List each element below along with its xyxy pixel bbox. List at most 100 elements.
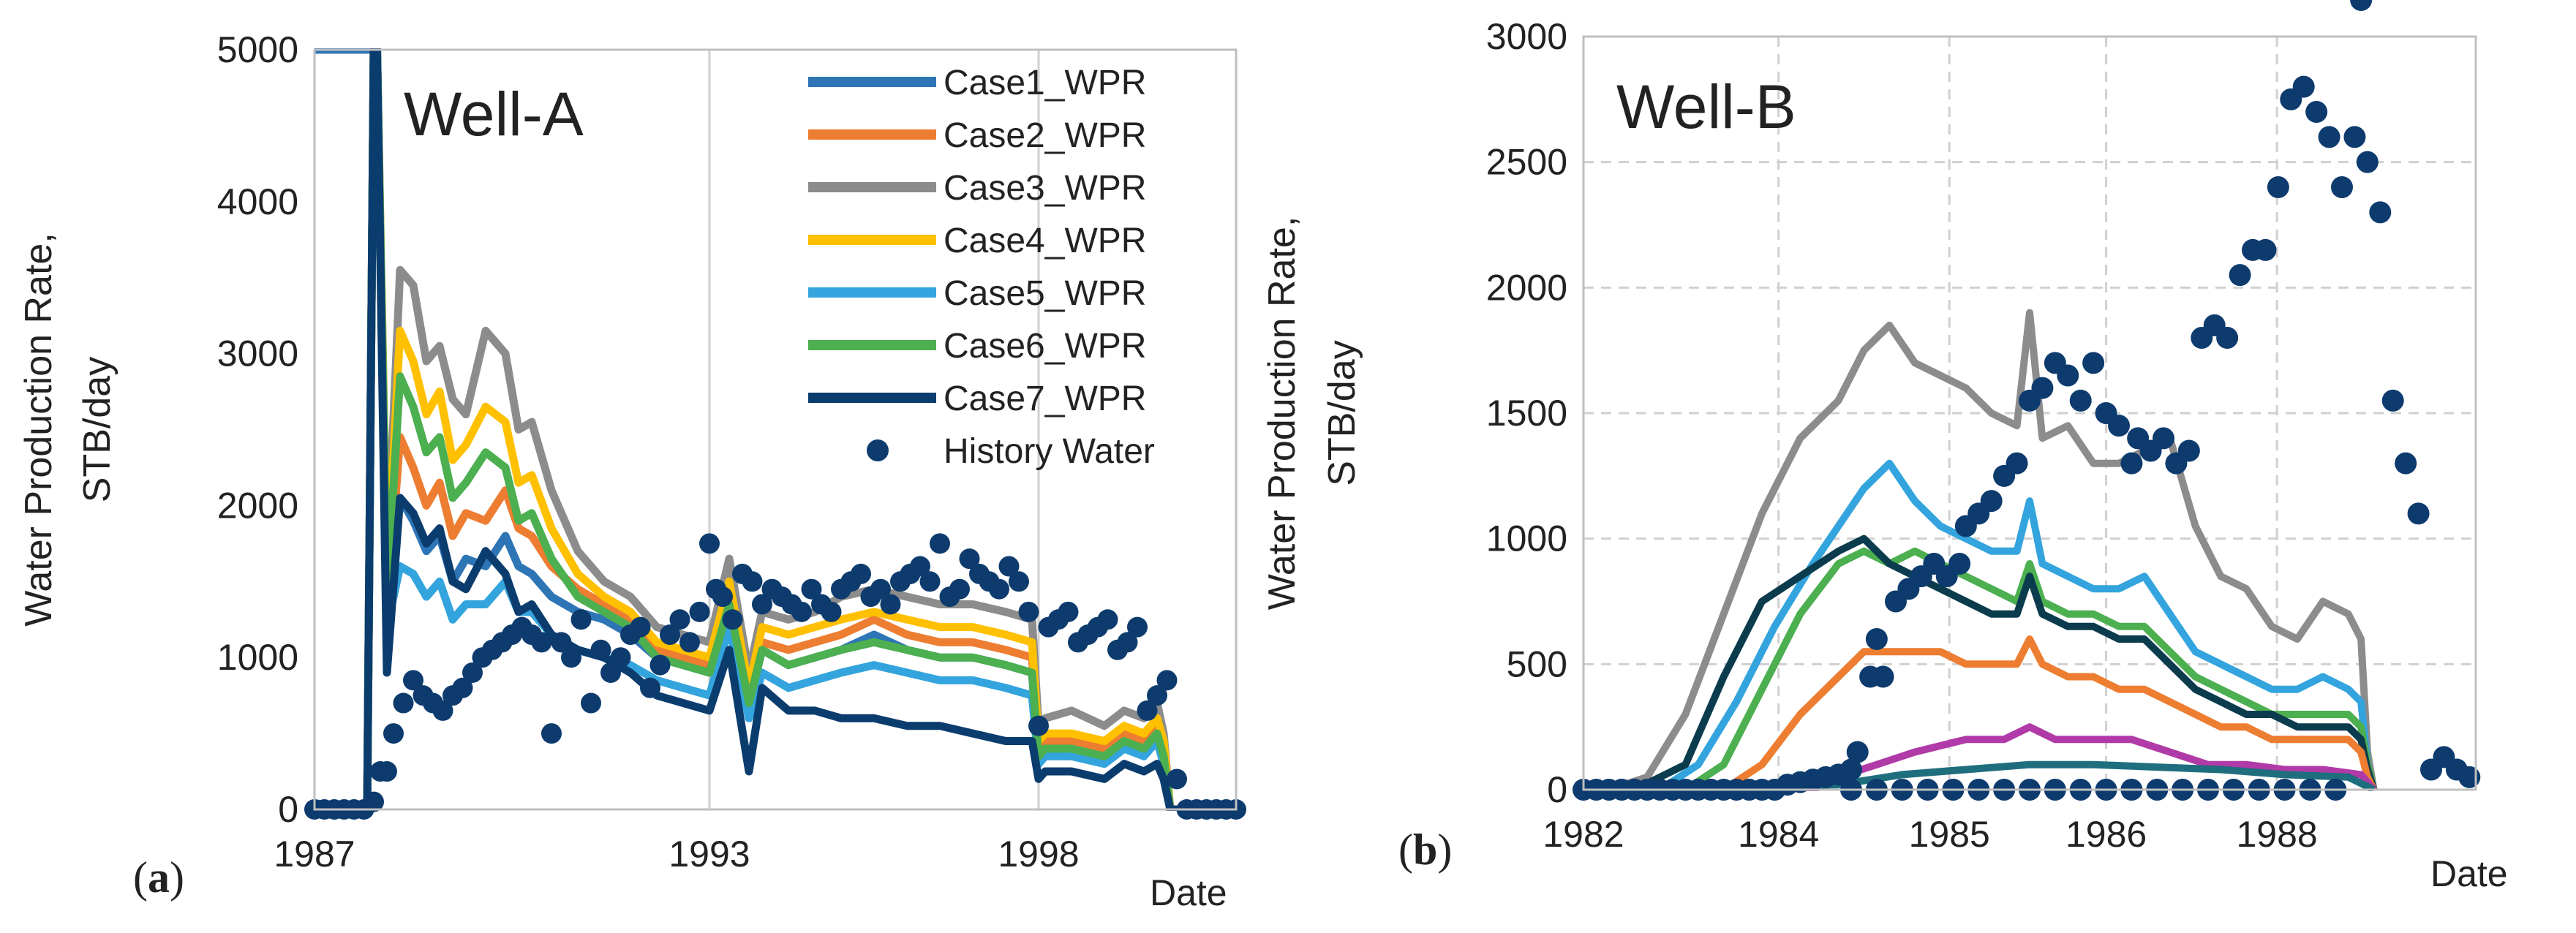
a-history-point	[919, 571, 941, 592]
legend-label-5: Case5_WPR	[944, 274, 1146, 313]
b-history-point	[1840, 758, 1862, 781]
chart-b-grid	[1583, 37, 2476, 790]
b-y-tick-label: 3000	[1486, 16, 1567, 57]
b-x-tick-label: 1988	[2236, 814, 2317, 855]
a-history-point	[1009, 571, 1029, 592]
a-history-point	[383, 723, 404, 744]
a-history-point	[679, 632, 700, 653]
a-history-point	[1127, 616, 1148, 638]
a-history-point	[801, 578, 822, 600]
b-series-line-1	[1583, 309, 2378, 791]
b-history-point	[2108, 415, 2130, 437]
b-history-point	[2057, 364, 2079, 387]
a-y-tick-label: 3000	[217, 333, 298, 374]
a-history-point	[403, 670, 423, 691]
a-history-point	[1156, 670, 1178, 691]
a-history-point	[452, 677, 473, 698]
a-history-point	[821, 601, 842, 622]
b-history-point	[2120, 452, 2143, 475]
b-series-line-5	[1583, 635, 2378, 791]
a-history-point	[880, 594, 901, 615]
a-history-point	[791, 601, 812, 622]
a-history-point	[462, 662, 483, 683]
a-history-point	[630, 616, 651, 638]
a-history-point	[959, 548, 980, 570]
chart-b-x-ticks: 1982 1984 1985 1986 1988	[1543, 814, 2317, 855]
b-history-point	[2229, 264, 2251, 287]
a-history-point	[1018, 601, 1039, 622]
b-history-point	[2331, 176, 2353, 198]
b-history-point	[2267, 176, 2289, 198]
legend-label-6: Case6_WPR	[944, 327, 1146, 366]
legend-label-3: Case3_WPR	[944, 169, 1146, 208]
a-x-tick-label: 1987	[274, 834, 355, 875]
a-y-tick-label: 0	[278, 789, 298, 830]
b-history-point	[2356, 151, 2379, 173]
a-history-point	[851, 563, 871, 584]
a-history-point	[581, 692, 601, 714]
a-history-point	[930, 533, 950, 554]
chart-a-plot-area	[313, 48, 1238, 811]
legend-label-7: Case7_WPR	[944, 379, 1146, 418]
a-history-point	[910, 556, 930, 577]
chart-b-plot-area	[1582, 35, 2477, 791]
a-y-tick-label: 5000	[217, 29, 298, 70]
chart-b-title: Well-B	[1616, 72, 1796, 141]
a-history-point	[689, 601, 710, 622]
chart-a-panel-letter: a	[148, 853, 170, 902]
legend-label-history: History Water	[944, 432, 1155, 471]
a-history-point	[722, 609, 743, 630]
b-series-line-7	[1583, 760, 2376, 791]
chart-b-ylabel-line2: STB/day	[1321, 340, 1363, 486]
chart-b-y-ticks: 0 500 1000 1500 2000 2500 3000	[1486, 16, 1567, 810]
a-history-point	[1097, 609, 1118, 630]
chart-b-ylabel-line1: Water Production Rate,	[1261, 216, 1303, 611]
chart-panel-a: 0 1000 2000 3000 4000 5000 1987 1993 1998 Water…	[18, 29, 1246, 913]
a-series-line-1	[315, 48, 1236, 811]
b-x-tick-label: 1982	[1543, 814, 1624, 855]
a-history-point	[1058, 601, 1079, 622]
a-series-line-5	[315, 48, 1236, 811]
b-y-tick-label: 1500	[1486, 393, 1567, 434]
chart-a-panel-label: (a)	[133, 853, 184, 902]
chart-a-x-ticks: 1987 1993 1998	[274, 834, 1079, 875]
b-y-tick-label: 500	[1507, 643, 1567, 684]
a-history-point	[1167, 768, 1187, 790]
b-x-tick-label: 1985	[1909, 814, 1990, 855]
chart-a-ylabel-line1: Water Production Rate,	[18, 233, 60, 627]
chart-b-panel-label: (b)	[1398, 826, 1452, 874]
a-history-point	[377, 761, 397, 782]
a-history-point	[541, 723, 562, 744]
b-history-point	[2254, 238, 2277, 261]
a-history-point	[364, 791, 384, 812]
a-history-point	[600, 662, 621, 683]
a-history-point	[669, 609, 690, 630]
chart-b-history-points	[1573, 0, 2481, 801]
a-series-line-4	[315, 48, 1236, 811]
chart-a-y-ticks: 0 1000 2000 3000 4000 5000	[217, 29, 298, 830]
b-history-point	[2216, 327, 2239, 349]
b-series-line-2	[1583, 459, 2378, 791]
b-x-tick-label: 1984	[1738, 814, 1819, 855]
b-history-point	[2381, 389, 2404, 412]
chart-a-series	[315, 48, 1236, 811]
b-series-line-6	[1583, 723, 2377, 791]
a-x-tick-label: 1998	[998, 834, 1079, 875]
chart-b-panel-letter: b	[1413, 826, 1437, 874]
a-history-point	[752, 594, 772, 615]
chart-b-xlabel: Date	[2430, 853, 2508, 894]
b-y-tick-label: 0	[1547, 769, 1567, 810]
a-history-point	[393, 692, 414, 714]
b-series-line-4	[1583, 535, 2378, 791]
b-history-point	[2350, 0, 2373, 11]
a-history-point	[998, 556, 1020, 577]
a-history-point	[561, 647, 581, 668]
b-history-point	[2153, 427, 2174, 450]
b-y-tick-label: 1000	[1486, 518, 1567, 559]
b-y-tick-label: 2000	[1486, 267, 1567, 308]
b-y-tick-label: 2500	[1486, 142, 1567, 183]
a-y-tick-label: 1000	[217, 637, 298, 678]
b-x-tick-label: 1986	[2065, 814, 2147, 855]
b-history-point	[1948, 553, 1971, 575]
